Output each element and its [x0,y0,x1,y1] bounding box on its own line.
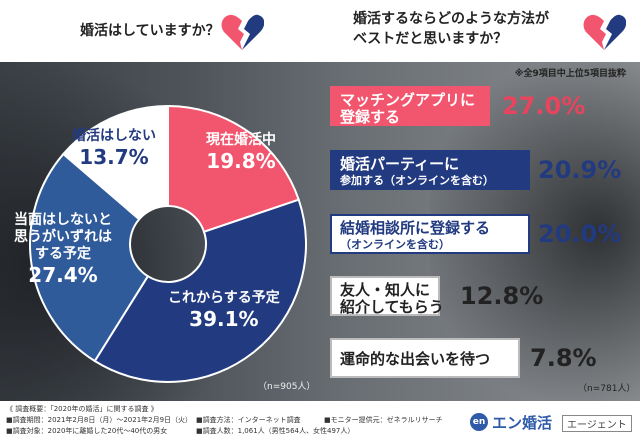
pie-label-text: 婚活はしない [72,128,156,144]
rank-box: 運命的な出会いを待つ [330,338,520,378]
rank-row-4: 友人・知人に 紹介してもらう 12.8% [330,276,622,316]
rank-value: 20.0% [538,220,622,248]
logo-sub: エージェント [562,415,632,432]
footer-method: ■調査方法：インターネット調査 [196,416,301,424]
rank-box: 婚活パーティーに 参加する（オンラインを含む） [330,150,530,190]
broken-heart-icon-right [583,14,626,50]
rank-box: 友人・知人に 紹介してもらう [330,276,444,316]
rank-box: 結婚相談所に登録する （オンラインを含む） [330,214,530,254]
logo-mark: en [470,413,488,431]
pie-label-value: 39.1% [189,307,259,331]
footer-count: ■調査人数：1,061人（男性564人、女性497人） [196,427,355,435]
pie-label-value: 27.4% [28,263,98,287]
pie-label-3: 婚活はしない 13.7% [72,128,156,169]
pie-slice-none [61,104,169,221]
footer-period: ■調査期間：2021年2月8日（月）〜2021年2月9日（火） [6,416,193,424]
footer-survey: 《 調査概要：「2020年の婚活」に関する調査 》 [6,405,158,413]
rank-row-5: 運命的な出会いを待つ 7.8% [330,338,622,378]
pie-label-1: これからする予定 39.1% [168,290,280,331]
footer-monitor: ■モニター提供元：ゼネラルリサーチ [324,416,443,424]
pie-slice-planning [93,198,307,383]
footer: 《 調査概要：「2020年の婚活」に関する調査 》 ■調査期間：2021年2月8… [0,401,640,443]
rank-row-2: 婚活パーティーに 参加する（オンラインを含む） 20.9% [330,150,622,190]
pie-label-text: 当面はしないと [14,212,112,228]
rank-label-line2: （オンラインを含む） [340,238,450,251]
rank-label-line2: 紹介してもらう [340,298,444,316]
rank-value: 20.9% [538,156,622,184]
pie-slice-current [167,104,300,234]
right-question-line2: ベストだと思いますか？ [353,31,508,47]
pie-label-text: 思うがいずれは [14,229,112,245]
rank-row-3: 結婚相談所に登録する （オンラインを含む） 20.0% [330,214,622,254]
rank-value: 7.8% [530,344,597,372]
rank-box: マッチングアプリに 登録する [330,86,490,126]
pie-label-value: 13.7% [79,145,149,169]
rank-sample-size: （n=781人） [578,384,636,394]
logo-name: エン婚活 [492,414,553,432]
pie-label-0: 現在婚活中 19.8% [206,132,276,173]
pie-label-text: これからする予定 [168,290,280,306]
rank-label-line1: 婚活パーティーに [340,155,460,173]
header: 婚活はしていますか？ 婚活するならどのような方法が ベストだと思いますか？ [0,0,640,62]
right-question-line1: 婚活するならどのような方法が [353,11,549,27]
rank-label-line1: 運命的な出会いを待つ [340,350,491,368]
note: ※全9項目中上位5項目抜粋 [514,69,626,79]
rank-row-1: マッチングアプリに 登録する 27.0% [330,86,622,126]
pie-label-text: する予定 [35,246,91,262]
rank-label-line1: 友人・知人に [340,281,431,299]
footer-target: ■調査対象：2020年に離婚した20代〜40代の男女 [6,427,168,435]
rank-value: 12.8% [460,282,544,310]
left-question: 婚活はしていますか？ [80,23,220,39]
rank-value: 27.0% [502,92,586,120]
pie-sample-size: （n=905人） [258,382,316,392]
pie-label-value: 19.8% [206,149,276,173]
rank-label-line2: 参加する（オンラインを含む） [340,174,494,187]
rank-label-line1: マッチングアプリに [340,91,476,109]
rank-label-line1: 結婚相談所に登録する [340,219,491,237]
pie-slice-someday [29,152,150,363]
rank-label-line2: 登録する [340,108,401,126]
pie-label-2: 当面はしないと 思うがいずれは する予定 27.4% [14,212,112,287]
broken-heart-icon [221,14,264,50]
pie-label-text: 現在婚活中 [206,132,276,148]
